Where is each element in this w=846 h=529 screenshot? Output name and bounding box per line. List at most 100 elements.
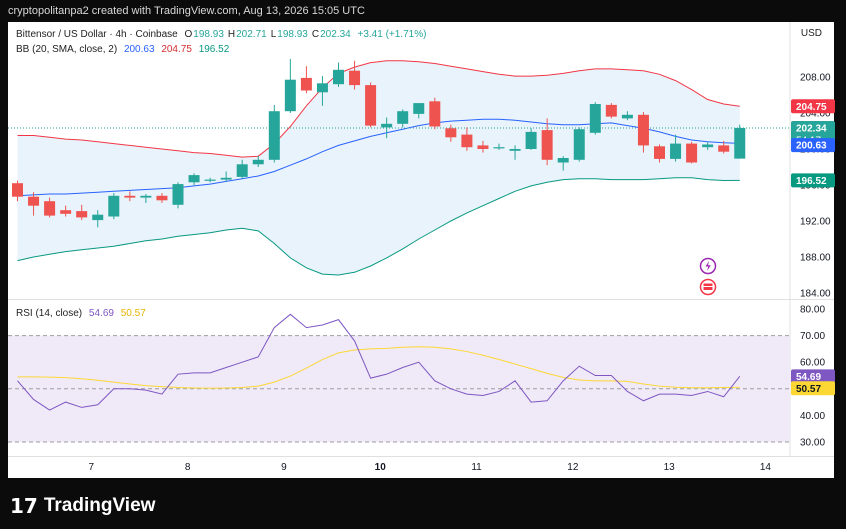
candle-up — [525, 131, 537, 149]
rsi-ma-line — [17, 346, 740, 389]
candle-up — [493, 147, 505, 149]
candle-up — [236, 164, 248, 177]
candle-up — [220, 177, 232, 180]
ohlc-value-h: 202.71 — [236, 29, 267, 40]
bb-upper-value: 204.75 — [161, 44, 192, 55]
time-tick-label: 7 — [89, 462, 95, 473]
bb-fill — [17, 60, 740, 275]
rsi-label: RSI (14, close) — [16, 308, 83, 319]
candle-down — [686, 143, 698, 163]
candle-up — [333, 69, 344, 85]
rsi-line — [17, 313, 741, 411]
rsi-tick-label: 80.00 — [800, 305, 825, 316]
time-tick-label: 12 — [567, 462, 579, 473]
candle-up — [140, 195, 152, 198]
ohlc-label-h: H — [227, 29, 236, 40]
candle-down — [349, 70, 361, 86]
ohlc-values: O198.93 H202.71 L198.93 C202.34 — [181, 29, 351, 40]
time-tick-label: 13 — [664, 462, 676, 473]
candle-up — [509, 149, 521, 151]
bb-lower-line — [17, 177, 740, 276]
bb-upper-line — [17, 60, 740, 158]
time-tick-label: 11 — [471, 462, 482, 473]
rsi-ma-tag-bg — [791, 381, 835, 396]
candle-down — [28, 196, 40, 206]
candle-up — [397, 111, 409, 124]
candle-down — [300, 77, 312, 91]
lightning-icon-glyph — [705, 261, 711, 271]
rsi-tick-label: 60.00 — [800, 358, 825, 369]
bb-label: BB (20, SMA, close, 2) — [16, 44, 118, 55]
candle-down — [44, 201, 56, 216]
rsi-ma-tag: 50.57 — [796, 384, 821, 395]
candle-down — [76, 211, 88, 218]
price-tick-label: 208.00 — [800, 73, 831, 84]
time-tick-label: 8 — [185, 462, 191, 473]
candle-up — [188, 175, 200, 183]
candle-up — [108, 195, 120, 217]
candle-up — [621, 114, 633, 119]
candle-down — [156, 195, 168, 201]
ohlc-value-c: 202.34 — [320, 29, 351, 40]
candle-down — [445, 128, 457, 138]
ohlc-value-o: 198.93 — [193, 29, 224, 40]
rsi-tick-label: 70.00 — [800, 331, 825, 342]
candle-up — [316, 83, 328, 93]
ohlc-value-l: 198.93 — [277, 29, 308, 40]
currency-label[interactable]: USD — [800, 28, 822, 39]
bb-lower-value: 196.52 — [198, 44, 230, 55]
bb-upper-price-tag-bg — [791, 99, 835, 114]
candle-up — [204, 179, 216, 181]
candle-down — [124, 195, 136, 198]
candle-down — [477, 145, 489, 149]
symbol-legend: Bittensor / US Dollar · 4h · Coinbase O1… — [16, 29, 426, 40]
candle-down — [605, 104, 617, 117]
chart-caption: cryptopolitanpa2 created with TradingVie… — [8, 5, 365, 17]
last-price-tag: 202.34 — [796, 123, 827, 134]
bb-legend: BB (20, SMA, close, 2) 200.63 204.75 196… — [16, 44, 229, 55]
price-change: +3.41 (+1.71%) — [357, 29, 427, 40]
candle-up — [284, 79, 296, 112]
rsi-ma-value: 50.57 — [120, 308, 146, 319]
ohlc-label-l: L — [270, 29, 277, 40]
time-tick-label: 9 — [281, 462, 287, 473]
candle-up — [589, 104, 601, 133]
bb-upper-price-tag: 204.75 — [796, 102, 827, 113]
candle-down — [12, 183, 23, 197]
candle-up — [252, 159, 264, 165]
bb-lower-price-tag-bg — [791, 173, 835, 188]
price-tick-label: 184.00 — [800, 289, 831, 300]
candle-up — [413, 103, 425, 114]
candle-down — [429, 101, 441, 127]
rsi-value-tag: 54.69 — [796, 372, 821, 383]
candle-up — [573, 129, 585, 160]
price-tick-label: 204.00 — [800, 109, 831, 120]
candle-up — [734, 127, 746, 159]
tradingview-logo[interactable]: 17 TradingView — [10, 494, 155, 518]
candle-up — [670, 143, 682, 159]
price-tick-label: 188.00 — [800, 253, 831, 264]
rsi-legend: RSI (14, close) 54.69 50.57 — [16, 308, 146, 319]
rsi-tick-label: 40.00 — [800, 411, 825, 422]
candle-down — [461, 134, 473, 148]
bb-basis-price-tag-bg — [791, 138, 835, 153]
candle-down — [60, 210, 72, 214]
ohlc-label-c: C — [311, 29, 320, 40]
candle-up — [381, 123, 393, 128]
bb-basis-line — [17, 118, 740, 197]
rsi-value-tag-bg — [791, 369, 835, 384]
candle-down — [654, 146, 665, 159]
candle-down — [637, 114, 649, 146]
candle-down — [718, 145, 730, 152]
tradingview-logo-icon: 17 — [10, 494, 38, 518]
price-tick-label: 192.00 — [800, 217, 831, 228]
candle-up — [92, 214, 104, 221]
candle-down — [365, 85, 377, 126]
symbol-title: Bittensor / US Dollar · 4h · Coinbase — [16, 29, 178, 40]
candle-up — [702, 144, 714, 148]
candle-down — [541, 130, 553, 160]
bb-basis-value: 200.63 — [123, 44, 155, 55]
tradingview-wordmark: TradingView — [43, 495, 156, 516]
candle-up — [172, 184, 184, 205]
